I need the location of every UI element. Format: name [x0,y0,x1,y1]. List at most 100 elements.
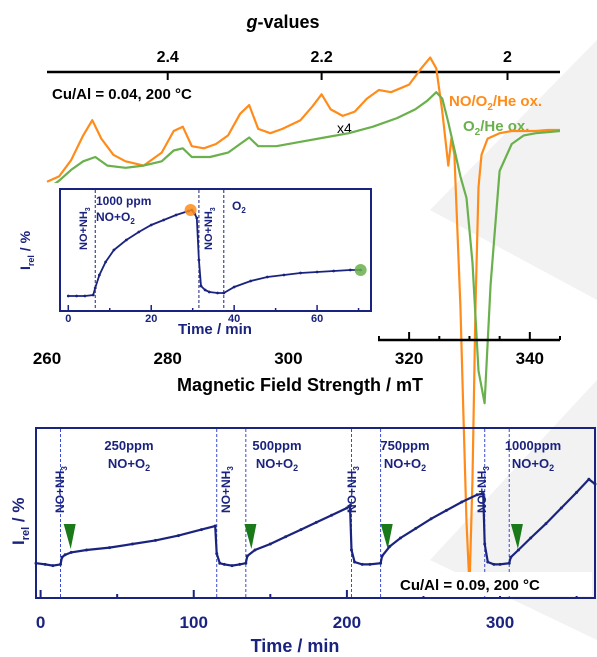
bottom-point [238,562,242,566]
bottom-point [299,528,303,532]
time-panel: 0 100 200 300 NO+NH3 250ppm NO+O2 NO+NH3 500ppm… [9,427,597,656]
bottom-frame [35,427,596,599]
bottom-point [34,561,38,565]
epr-x-label: Magnetic Field Strength / mT [177,375,423,395]
inset-label-no-nh3-1: NO+NH3 [78,207,92,250]
bottom-point [60,555,64,559]
bottom-point [353,560,357,564]
scale-label: x4 [337,120,352,136]
bottom-point [245,554,249,558]
bottom-point [199,528,203,532]
bottom-point [314,520,318,524]
inset-x-tick-label-3: 60 [311,313,323,325]
bottom-point [213,524,217,528]
bottom-point [509,555,513,559]
bottom-point [529,536,533,540]
inset-point [199,284,203,288]
bottom-point [444,508,448,512]
bottom-annotation-bg [396,572,592,596]
inset-point [104,260,108,264]
bottom-x-tick-label-2: 200 [333,613,361,632]
inset-point [203,288,207,292]
inset-x-tick-label-0: 0 [65,313,71,325]
bottom-point [587,477,591,481]
bottom-conc-label-3: 1000ppm [505,438,561,453]
bottom-triangle-3 [510,524,523,549]
bottom-point [268,542,272,546]
bottom-gas-label-3: NO+O2 [512,456,554,473]
inset-label-no-nh3-2: NO+NH3 [203,207,217,250]
bottom-nh3-label-2: NO+NH3 [345,466,361,513]
bottom-point [222,562,226,566]
bottom-markers [63,524,523,549]
bottom-point [368,562,372,566]
bottom-point [414,526,418,530]
inset-point [97,273,101,277]
inset-x-ticks: 0 20 40 60 [65,305,360,325]
inset-point [91,293,95,297]
bottom-nh3-label-0: NO+NH3 [53,466,69,513]
bottom-point [348,504,352,508]
bottom-point [398,536,402,540]
bottom-point [130,542,134,546]
bottom-annotation: Cu/Al = 0.09, 200 °C [400,577,540,594]
bottom-point [43,562,47,566]
bottom-point [330,513,334,517]
bottom-series [34,477,597,568]
epr-annotation: Cu/Al = 0.04, 200 °C [52,86,192,103]
bottom-point [253,548,257,552]
inset-point [124,238,128,242]
inset-point [112,248,116,252]
inset-point [216,291,219,295]
bottom-point [460,500,464,504]
inset-label-no-o2: NO+O2 [96,210,135,226]
bottom-point [481,492,485,496]
epr-x-ticks: 260 280 300 320 340 [33,332,561,368]
inset-point [137,230,141,234]
inset-point [162,218,166,222]
inset-series-line [68,208,361,297]
inset-point [282,273,286,277]
bottom-conc-label-0: 250ppm [104,438,153,453]
bottom-point [475,493,479,497]
bottom-point [108,546,112,550]
bottom-point [575,490,579,494]
inset-x-label: Time / min [178,321,252,338]
inset-point [66,294,70,298]
bottom-x-label: Time / min [251,636,340,656]
bottom-point [230,564,234,568]
bottom-x-tick-label-0: 0 [36,613,45,632]
inset-marker-0 [184,204,197,216]
legend-no-o2-he: NO/O2/He ox. [449,93,542,113]
g-tick-label-2: 2 [503,49,512,66]
bottom-point [492,562,496,566]
bottom-point [559,506,563,510]
inset-point [265,275,269,279]
epr-x-tick-label-4: 340 [516,349,544,368]
inset-point [332,269,336,273]
bottom-point [244,561,248,565]
inset-point [315,270,319,274]
bottom-point [345,506,349,510]
epr-series-0 [46,56,560,588]
inset-marker-1 [354,264,367,276]
inset-point [75,294,78,298]
bottom-point [593,482,597,486]
bottom-point [379,561,383,565]
bottom-point [516,548,520,552]
epr-series [46,56,561,588]
bottom-point [284,535,288,539]
inset-point [197,258,201,262]
g-tick-label-0: 2.4 [157,49,179,66]
inset-point [299,271,302,275]
bottom-gas-label-0: NO+O2 [108,456,150,473]
bottom-x-tick-label-1: 100 [180,613,208,632]
bottom-triangle-2 [380,524,393,549]
epr-x-tick-label-3: 320 [395,349,423,368]
inset-point [83,294,87,298]
bottom-conc-label-1: 500ppm [252,438,301,453]
inset-point [249,279,253,283]
inset-point [93,286,97,290]
bottom-point [215,552,219,556]
